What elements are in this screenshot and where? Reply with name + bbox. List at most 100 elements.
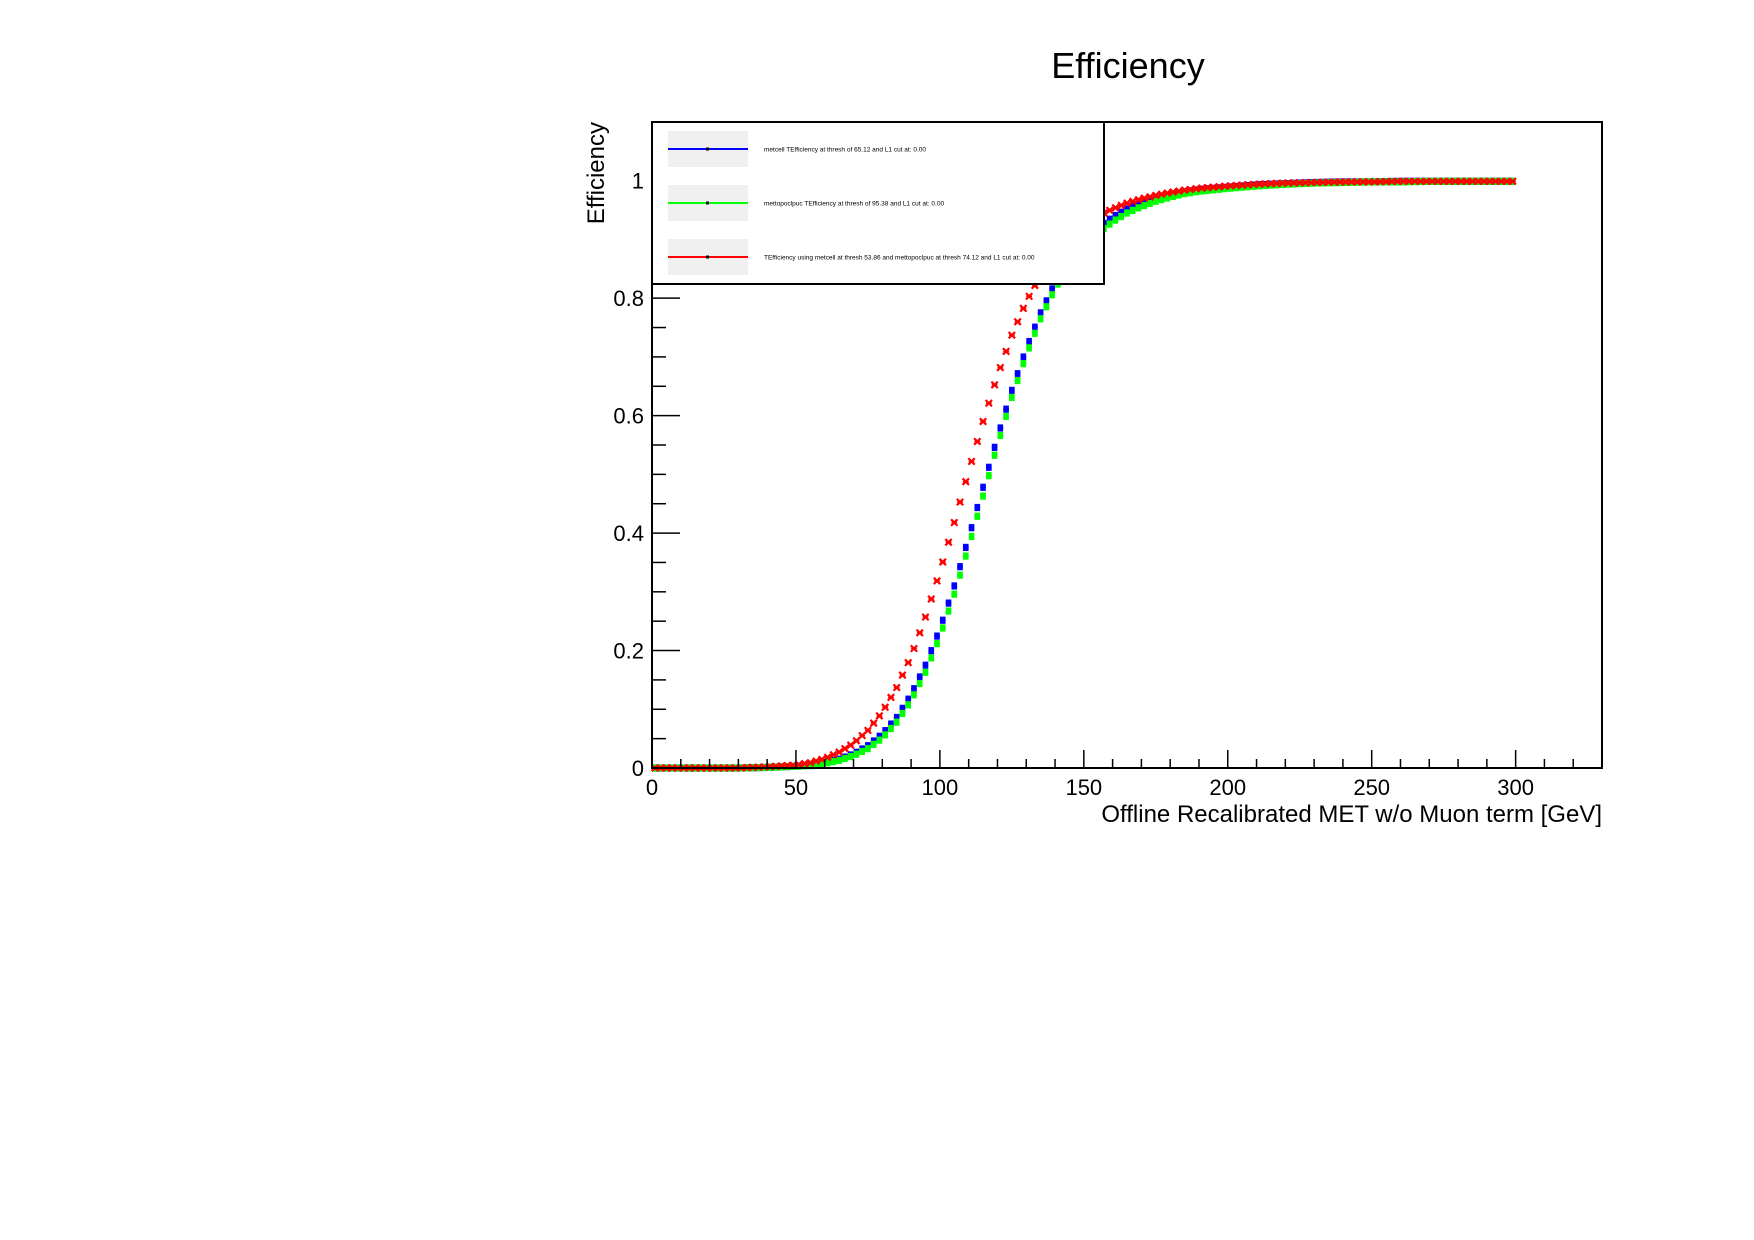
- data-point: [840, 744, 849, 753]
- data-point: [865, 745, 871, 753]
- data-point: [1157, 190, 1166, 199]
- data-point: [909, 644, 918, 653]
- x-tick-label: 200: [1209, 775, 1246, 800]
- data-point: [984, 399, 993, 408]
- data-point: [1037, 315, 1044, 323]
- data-point: [1014, 370, 1021, 378]
- chart-title: Efficiency: [1051, 45, 1204, 86]
- data-point: [1019, 304, 1028, 313]
- data-point: [835, 748, 844, 757]
- data-point: [1009, 393, 1015, 402]
- data-point: [990, 380, 999, 389]
- legend-entry-label: mettopoclpuc TEfficiency at thresh of 95…: [764, 201, 944, 208]
- data-point: [801, 762, 808, 770]
- data-point: [1106, 215, 1113, 223]
- data-point: [904, 658, 913, 667]
- data-point: [922, 661, 929, 669]
- data-point: [1043, 303, 1050, 311]
- data-point: [1262, 181, 1268, 190]
- data-point: [922, 668, 929, 676]
- data-point: [997, 431, 1004, 440]
- legend-entry-label: TEfficiency using metcell at thresh 53.8…: [764, 255, 1035, 262]
- data-point: [1187, 189, 1194, 197]
- data-point: [934, 632, 940, 640]
- data-point: [813, 761, 819, 769]
- data-point: [1007, 331, 1016, 340]
- data-point: [819, 760, 825, 768]
- data-point: [1026, 337, 1032, 346]
- data-point: [882, 727, 888, 735]
- data-point: [812, 757, 821, 766]
- data-point: [806, 758, 815, 767]
- data-point: [847, 753, 854, 761]
- data-point: [853, 750, 860, 758]
- data-point: [934, 640, 940, 648]
- data-point: [997, 424, 1004, 432]
- y-tick-label: 1: [632, 169, 644, 194]
- data-point: [1020, 353, 1027, 361]
- data-point: [968, 532, 975, 541]
- data-point: [1111, 203, 1120, 212]
- y-tick-label: 0.8: [613, 286, 644, 311]
- data-point: [807, 762, 814, 770]
- data-point: [875, 711, 884, 720]
- y-axis-label: Efficiency: [583, 122, 610, 224]
- data-point: [986, 472, 992, 480]
- data-point: [1002, 347, 1011, 356]
- data-point: [863, 726, 872, 735]
- data-point: [869, 719, 878, 728]
- data-point: [905, 695, 912, 703]
- data-point: [824, 759, 831, 767]
- data-point: [876, 732, 883, 740]
- data-point: [911, 685, 917, 693]
- data-point: [1170, 192, 1176, 201]
- legend-entry-label: metcell TEfficiency at thresh of 65.12 a…: [764, 147, 926, 154]
- data-point: [859, 747, 865, 756]
- data-point: [986, 463, 992, 471]
- data-point: [1256, 182, 1263, 190]
- data-point: [1216, 185, 1222, 193]
- data-point: [991, 443, 998, 451]
- data-point: [1037, 309, 1044, 317]
- data-point: [962, 543, 969, 552]
- data-point: [1199, 187, 1205, 195]
- data-point: [1124, 205, 1130, 213]
- data-point: [1233, 184, 1240, 192]
- data-point: [950, 518, 959, 527]
- data-point: [886, 693, 895, 702]
- data-point: [1020, 360, 1027, 368]
- y-tick-label: 0.6: [613, 404, 644, 429]
- data-point: [1009, 386, 1015, 394]
- data-point: [852, 736, 861, 745]
- data-point: [1032, 329, 1038, 337]
- data-point: [951, 590, 958, 598]
- data-point: [956, 498, 965, 507]
- data-point: [1106, 220, 1113, 228]
- data-point: [1152, 197, 1159, 205]
- data-point: [1163, 189, 1172, 198]
- data-point: [1129, 206, 1136, 215]
- x-axis-label: Offline Recalibrated MET w/o Muon term […: [1101, 801, 1602, 828]
- legend-swatch-marker: [706, 147, 709, 151]
- data-point: [939, 616, 946, 624]
- data-point: [1118, 208, 1125, 216]
- data-point: [1140, 194, 1149, 203]
- data-point: [1128, 197, 1137, 206]
- data-point: [974, 503, 981, 512]
- data-point: [876, 736, 883, 744]
- data-point: [1014, 376, 1021, 385]
- data-point: [991, 451, 998, 459]
- data-point: [1112, 216, 1119, 224]
- data-point: [961, 477, 970, 486]
- data-point: [882, 731, 888, 739]
- data-point: [916, 679, 923, 688]
- data-point: [1043, 297, 1050, 305]
- data-point: [1135, 204, 1142, 212]
- data-point: [938, 558, 947, 566]
- data-point: [870, 740, 877, 748]
- data-point: [1147, 199, 1153, 207]
- data-point: [1049, 285, 1055, 293]
- y-tick-label: 0.4: [613, 521, 644, 546]
- data-point: [928, 647, 935, 655]
- legend: metcell TEfficiency at thresh of 65.12 a…: [651, 121, 1105, 285]
